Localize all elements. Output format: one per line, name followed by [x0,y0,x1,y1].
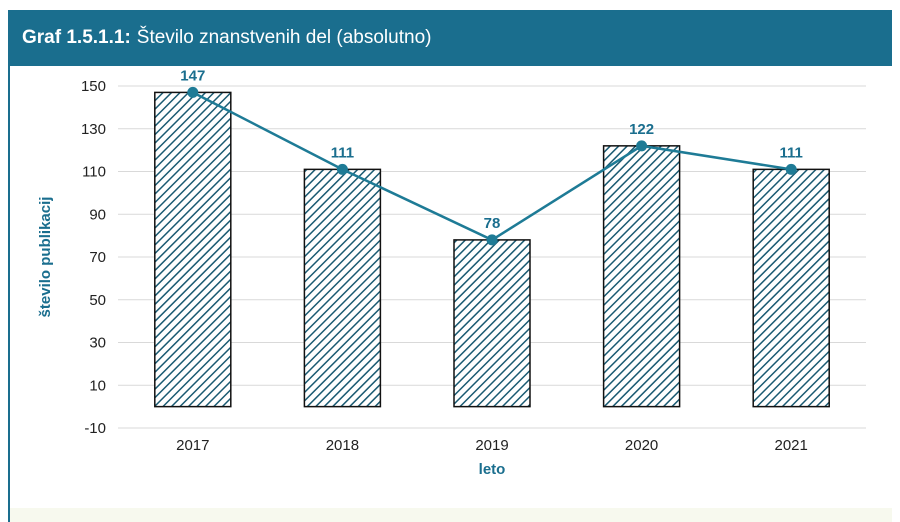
x-tick-label: 2021 [775,437,808,454]
y-tick-label: 10 [89,377,106,394]
x-tick-label: 2017 [176,437,209,454]
y-axis-label: število publikacij [37,197,54,318]
line-point-2020 [636,140,648,152]
line-point-2021 [785,163,797,175]
x-tick-label: 2018 [326,437,359,454]
y-tick-label: 30 [89,335,106,352]
line-point-2018 [336,163,348,175]
y-tick-label: 70 [89,249,106,266]
bar-2019 [453,239,531,408]
x-tick-label: 2019 [475,437,508,454]
data-label: 147 [180,67,205,84]
bar-2017 [154,91,232,408]
bar-2020 [602,145,681,408]
y-tick-label: 90 [89,206,106,223]
chart-title-prefix: Graf 1.5.1.1: [22,27,131,48]
bottom-strip [10,508,892,522]
y-tick-label: 50 [89,292,106,309]
chart-title: Število znanstvenih del (absolutno) [136,27,432,48]
data-label: 122 [629,121,654,138]
x-axis-label: leto [479,461,506,478]
y-tick-label: 110 [82,164,106,181]
x-tick-label: 2020 [625,437,658,454]
x-axis-ticks: 2017 2018 2019 2020 2021 [176,437,808,454]
y-tick-label: 130 [81,121,106,138]
bar-2018 [303,168,382,408]
line-point-2019 [486,234,498,246]
data-label: 78 [484,215,501,232]
line-point-2017 [187,86,199,98]
bar-2021 [752,168,830,408]
chart-title-bar: Graf 1.5.1.1: Število znanstvenih del (a… [8,10,892,66]
data-label: 111 [331,144,354,161]
y-tick-label: -10 [84,420,106,437]
y-axis-ticks: 150 130 110 90 70 50 30 10 -10 [81,78,106,437]
data-label: 111 [780,144,803,161]
grid [118,85,866,429]
bars [154,91,830,408]
line-series: 147 111 78 122 111 [180,67,803,246]
y-tick-label: 150 [81,78,106,95]
